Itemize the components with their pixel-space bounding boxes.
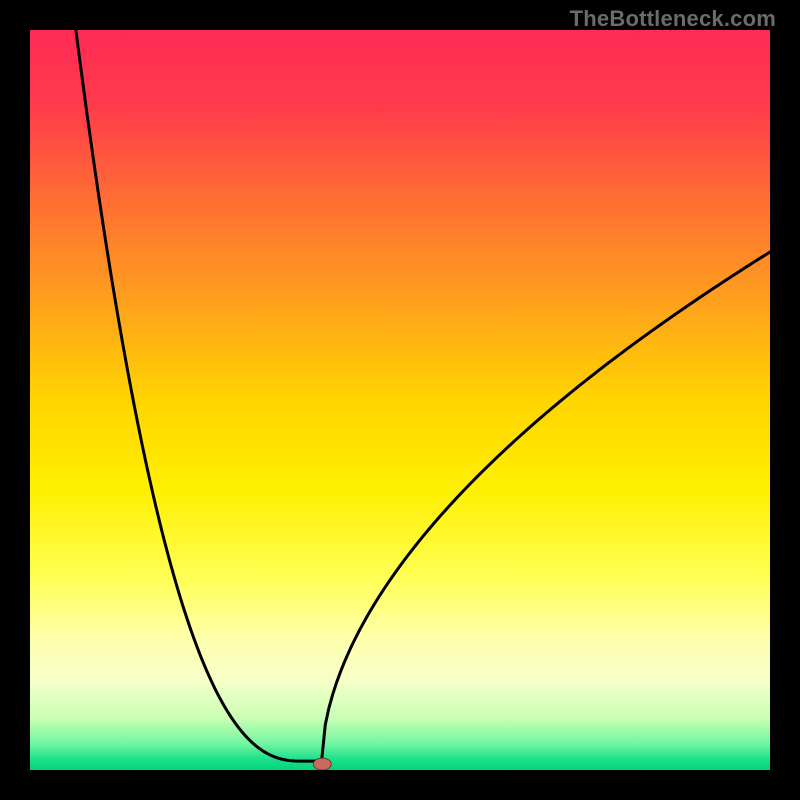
chart-frame: TheBottleneck.com xyxy=(0,0,800,800)
optimal-point-marker xyxy=(313,758,331,770)
plot-svg xyxy=(30,30,770,770)
watermark-text: TheBottleneck.com xyxy=(570,6,776,32)
gradient-background xyxy=(30,30,770,770)
plot-area xyxy=(30,30,770,770)
